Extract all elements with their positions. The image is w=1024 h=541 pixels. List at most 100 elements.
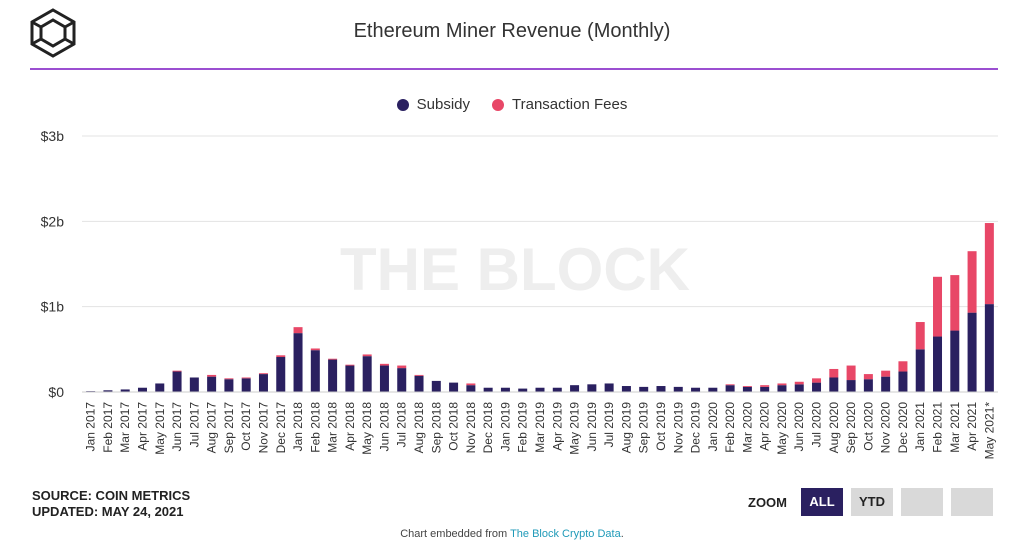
bar-subsidy [812,382,822,392]
x-tick-label: Feb 2020 [723,402,737,453]
zoom-label: ZOOM [748,494,787,510]
bar-subsidy [224,379,234,392]
bar-subsidy [708,387,718,392]
x-tick-label: Nov 2019 [671,402,685,454]
x-tick-label: Feb 2017 [101,402,115,453]
bar-subsidy [172,371,182,392]
bar-fees [984,223,994,305]
embed-link[interactable]: The Block Crypto Data [510,528,621,540]
x-tick-label: Sep 2019 [637,402,651,454]
cube-logo-icon [30,8,76,58]
bar-fees [898,361,908,372]
x-tick-label: Oct 2017 [239,402,253,451]
bar-subsidy [241,378,251,392]
bar-subsidy [794,384,804,392]
bar-subsidy [898,371,908,392]
bar-fees [241,377,251,379]
zoom-ytd-button[interactable]: YTD [851,488,893,516]
embed-suffix: . [620,528,624,540]
legend: Subsidy Transaction Fees [0,96,1024,113]
title-divider [30,68,998,70]
bar-fees [414,374,424,376]
x-tick-label: Sep 2017 [222,402,236,454]
the-block-logo[interactable] [28,8,78,58]
chart-title: Ethereum Miner Revenue (Monthly) [353,20,671,42]
x-tick-label: May 2020 [775,402,789,455]
x-tick-label: Mar 2018 [326,402,340,453]
x-tick-label: Jan 2019 [498,402,512,452]
bar-subsidy [760,386,770,392]
x-tick-label: May 2017 [153,402,167,455]
bar-subsidy [829,377,839,392]
bar-fees [293,327,303,334]
bar-subsidy [379,365,389,392]
x-tick-label: Jul 2019 [602,402,616,448]
watermark: THE BLOCK [340,236,690,303]
bar-subsidy [933,336,943,392]
bar-subsidy [397,368,407,392]
embed-prefix: Chart embedded from [400,528,511,540]
x-tick-label: Jun 2017 [170,402,184,452]
bar-subsidy [984,304,994,392]
bar-subsidy [345,365,355,392]
x-tick-label: Dec 2017 [274,402,288,454]
source-block: SOURCE: COIN METRICS UPDATED: MAY 24, 20… [32,488,190,520]
bar-subsidy [656,386,666,392]
bar-fees [224,378,234,380]
updated-text: UPDATED: MAY 24, 2021 [32,504,184,519]
bar-fees [742,386,752,387]
x-tick-label: Mar 2021 [948,402,962,453]
bar-subsidy [863,379,873,392]
bar-subsidy [967,312,977,392]
x-tick-label: Dec 2018 [481,402,495,454]
bar-subsidy [915,349,925,392]
legend-dot-fees [492,98,505,111]
x-tick-label: Jun 2020 [792,402,806,452]
bar-subsidy [155,383,165,392]
bar-fees [172,370,182,372]
legend-item-fees[interactable]: Transaction Fees [492,96,627,113]
x-tick-label: Aug 2020 [827,402,841,454]
x-tick-label: Nov 2018 [464,402,478,454]
zoom-all-button[interactable]: ALL [801,488,843,516]
bar-subsidy [431,380,441,392]
x-tick-label: Mar 2020 [740,402,754,453]
x-tick-label: Oct 2020 [861,402,875,451]
bar-subsidy [293,333,303,392]
bar-subsidy [258,374,268,392]
embed-credit: Chart embedded from The Block Crypto Dat… [0,528,1024,540]
bar-fees [207,374,217,377]
x-tick-label: Feb 2019 [516,402,530,453]
zoom-blank-button-2[interactable] [951,488,993,516]
source-text: SOURCE: COIN METRICS [32,488,191,503]
legend-label-subsidy: Subsidy [416,96,471,113]
bar-fees [950,275,960,331]
bar-subsidy [950,330,960,392]
x-tick-label: Jul 2020 [810,402,824,448]
bar-fees [967,251,977,313]
x-tick-label: Jan 2017 [84,402,98,452]
bar-subsidy [639,386,649,392]
legend-item-subsidy[interactable]: Subsidy [396,96,471,113]
bar-subsidy [587,384,597,392]
bar-subsidy [742,386,752,392]
bar-fees [881,370,891,377]
bar-fees [863,374,873,380]
x-tick-label: Jul 2017 [187,402,201,448]
zoom-blank-button-1[interactable] [901,488,943,516]
bar-fees [760,385,770,387]
zoom-controls: ZOOM ALL YTD [748,488,993,516]
x-tick-label: Oct 2019 [654,402,668,451]
bar-subsidy [207,376,217,392]
legend-dot-subsidy [396,98,409,111]
bar-fees [397,365,407,369]
x-tick-label: Nov 2017 [256,402,270,454]
x-tick-label: Dec 2020 [896,402,910,454]
x-tick-label: Aug 2017 [205,402,219,454]
bar-subsidy [276,357,286,392]
x-tick-label: Mar 2019 [533,402,547,453]
bar-fees [846,365,856,381]
bar-subsidy [500,387,510,392]
x-tick-label: Jan 2020 [706,402,720,452]
